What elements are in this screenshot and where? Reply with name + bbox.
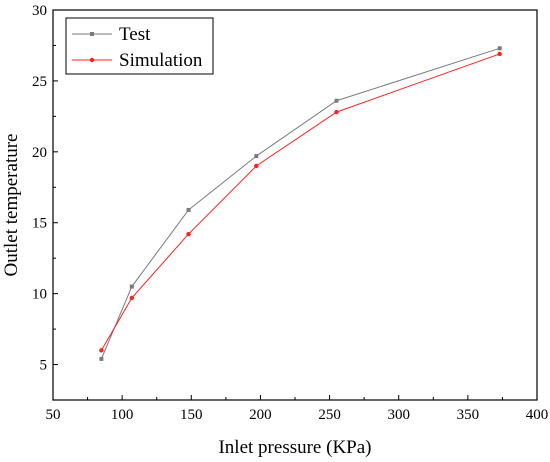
- series-area: [99, 46, 502, 361]
- y-tick-label: 5: [40, 358, 48, 374]
- x-tick-label: 150: [180, 407, 203, 423]
- legend-label: Simulation: [119, 50, 203, 71]
- data-point: [186, 207, 191, 212]
- x-tick-label: 350: [457, 407, 480, 423]
- legend-marker: [89, 57, 95, 63]
- series-line: [100, 47, 500, 360]
- data-point: [99, 348, 104, 353]
- y-tick-label: 10: [32, 287, 47, 303]
- data-point: [186, 231, 191, 237]
- data-point: [99, 356, 104, 361]
- x-tick-label: 250: [318, 407, 341, 423]
- x-axis-title: Inlet pressure (KPa): [218, 437, 371, 458]
- data-point: [497, 46, 502, 51]
- legend-label: Test: [119, 24, 151, 45]
- x-tick-label: 400: [526, 407, 549, 423]
- x-tick-label: 100: [111, 407, 134, 423]
- legend: Test Simulation: [65, 17, 214, 75]
- y-axis-title: Outlet temperature: [1, 134, 22, 277]
- series-1: [99, 46, 502, 361]
- data-point: [334, 98, 339, 103]
- y-tick-label: 15: [32, 216, 47, 232]
- x-tick-label: 200: [249, 407, 272, 423]
- data-point: [129, 284, 134, 289]
- data-point: [254, 154, 259, 159]
- x-tick-label: 50: [46, 407, 61, 423]
- y-tick-label: 30: [32, 3, 47, 19]
- x-tick-label: 300: [387, 407, 410, 423]
- data-point: [334, 109, 339, 115]
- series-2: [99, 51, 502, 353]
- series-line: [100, 53, 500, 351]
- data-point: [129, 295, 135, 301]
- y-tick-label: 20: [32, 145, 47, 161]
- data-point: [254, 163, 259, 169]
- legend-marker: [90, 32, 94, 36]
- data-point: [497, 51, 502, 57]
- legend-box: [65, 17, 214, 75]
- axis-ticks: 50 100 150 200 250 300 350 400 5 10 15 20 25 30: [32, 3, 548, 423]
- y-tick-label: 25: [32, 74, 47, 90]
